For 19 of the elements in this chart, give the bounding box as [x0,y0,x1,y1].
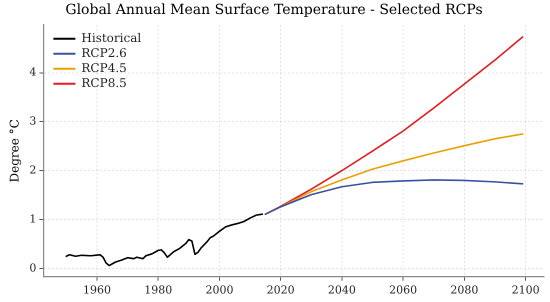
x-tick-label: 2020 [266,283,295,296]
x-tick-label: 2060 [389,283,418,296]
x-tick-label: 1960 [82,283,111,296]
legend-label: RCP4.5 [81,60,127,75]
y-tick-label: 0 [29,261,36,274]
x-tick-label: 1980 [144,283,172,296]
chart-title: Global Annual Mean Surface Temperature - Selected RCPs [65,2,483,18]
x-tick-label: 2080 [450,283,478,296]
y-axis-title: Degree °C [7,119,22,182]
y-tick-label: 4 [29,66,36,79]
y-tick-label: 2 [29,163,36,176]
y-tick-label: 1 [29,212,36,226]
y-tick-label: 3 [29,114,36,128]
x-tick-label: 2040 [328,283,356,296]
legend-label: Historical [81,30,142,45]
x-tick-label: 2000 [205,283,234,296]
legend-label: RCP2.6 [81,46,127,60]
x-tick-label: 2100 [512,283,540,296]
legend-label: RCP8.5 [81,76,127,90]
